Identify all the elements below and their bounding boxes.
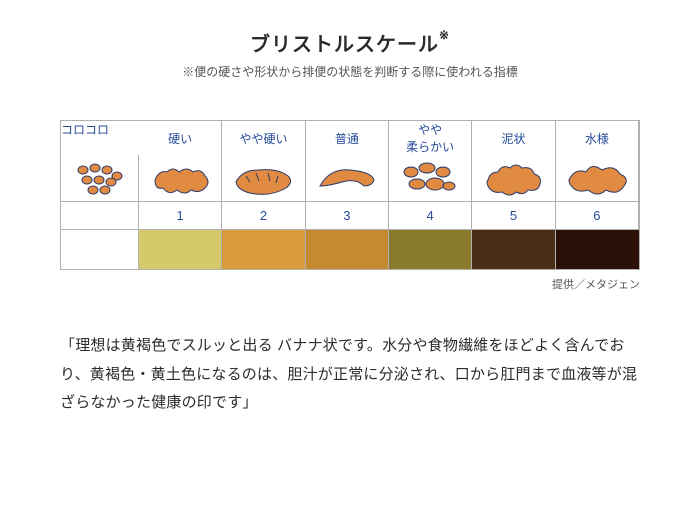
page-title: ブリストルスケール※	[60, 28, 640, 57]
col-label-3: 普通	[306, 121, 389, 155]
color-4	[389, 229, 472, 269]
color-2	[222, 229, 305, 269]
num-6: 6	[556, 201, 639, 229]
bristol-chart: コロコロ硬いやや硬い普通やや 柔らかい泥状水様 123456	[60, 120, 640, 270]
num-4: 4	[389, 201, 472, 229]
shape-6	[556, 155, 639, 201]
credit-line: 提供／メタジェン	[60, 276, 640, 292]
col-label-6: 水様	[556, 121, 639, 155]
body-paragraph: 「理想は黄褐色でスルッと出る バナナ状です。水分や食物繊維をほどよく含んでおり、…	[60, 332, 640, 418]
shape-1	[139, 155, 222, 201]
color-3	[306, 229, 389, 269]
shape-2	[222, 155, 305, 201]
col-label-5: 泥状	[472, 121, 555, 155]
num-5: 5	[472, 201, 555, 229]
title-text: ブリストルスケール	[250, 34, 439, 56]
shape-4	[389, 155, 472, 201]
shape-0	[61, 155, 139, 201]
col-label-4: やや 柔らかい	[389, 121, 472, 155]
col-label-1: 硬い	[139, 121, 222, 155]
shape-3	[306, 155, 389, 201]
color-6	[556, 229, 639, 269]
shape-5	[472, 155, 555, 201]
subtitle: ※便の硬さや形状から排便の状態を判断する際に使われる指標	[60, 63, 640, 80]
col-label-2: やや硬い	[222, 121, 305, 155]
color-1	[139, 229, 222, 269]
num-3: 3	[306, 201, 389, 229]
num-2: 2	[222, 201, 305, 229]
color-5	[472, 229, 555, 269]
num-1: 1	[139, 201, 222, 229]
title-marker: ※	[439, 28, 450, 42]
num-lead	[61, 201, 139, 229]
color-lead	[61, 229, 139, 269]
